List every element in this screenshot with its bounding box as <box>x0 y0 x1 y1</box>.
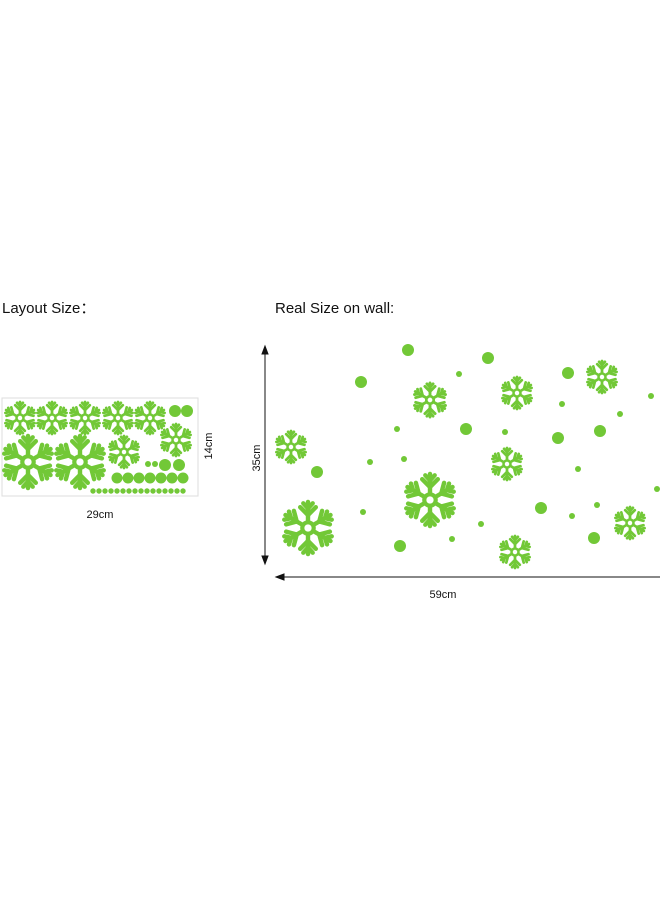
dot <box>562 367 574 379</box>
dot <box>174 488 180 494</box>
dot <box>108 488 114 494</box>
dot <box>654 486 660 492</box>
dot <box>169 405 181 417</box>
dot <box>156 488 162 494</box>
snowflake <box>413 383 448 417</box>
dot <box>126 488 132 494</box>
dot <box>355 376 367 388</box>
dot <box>360 509 366 515</box>
dot <box>594 502 600 508</box>
stickers <box>2 344 660 568</box>
wall-height-label: 35cm <box>251 445 263 472</box>
dot <box>617 411 623 417</box>
dot <box>181 405 193 417</box>
dot <box>122 472 134 484</box>
height-arrow-heads <box>261 344 269 566</box>
dot <box>144 488 150 494</box>
dot <box>535 502 547 514</box>
dot <box>111 472 123 484</box>
dot <box>559 401 565 407</box>
dot <box>173 459 185 471</box>
dot <box>132 488 138 494</box>
dot <box>569 513 575 519</box>
dot <box>401 456 407 462</box>
dot <box>177 472 189 484</box>
dot <box>482 352 494 364</box>
dot <box>648 393 654 399</box>
dot <box>478 521 484 527</box>
dot <box>120 488 126 494</box>
dot <box>594 425 606 437</box>
dot <box>144 472 156 484</box>
dot <box>575 466 581 472</box>
snowflake <box>586 361 619 393</box>
wall-title: Real Size on wall: <box>275 300 394 317</box>
wall-width-label: 59cm <box>430 589 457 601</box>
dot <box>145 461 151 467</box>
layout-height-label: 14cm <box>203 433 215 460</box>
snowflake <box>499 536 532 568</box>
layout-title: Layout Size： <box>2 300 95 317</box>
dot <box>90 488 96 494</box>
snowflake <box>501 377 534 409</box>
dot <box>502 429 508 435</box>
dot <box>138 488 144 494</box>
dot <box>133 472 145 484</box>
snowflake <box>275 431 308 463</box>
dot <box>102 488 108 494</box>
dot <box>159 459 171 471</box>
snowflake <box>404 474 457 526</box>
dot <box>152 461 158 467</box>
dot <box>96 488 102 494</box>
dot <box>394 540 406 552</box>
dot <box>588 532 600 544</box>
dot <box>552 432 564 444</box>
dot <box>155 472 167 484</box>
dot <box>394 426 400 432</box>
dot <box>367 459 373 465</box>
width-arrow-head <box>274 573 285 581</box>
dot <box>460 423 472 435</box>
layout-width-label: 29cm <box>87 509 114 521</box>
snowflake <box>491 448 524 480</box>
dot <box>150 488 156 494</box>
dot <box>180 488 186 494</box>
dot <box>114 488 120 494</box>
dot <box>456 371 462 377</box>
dot <box>166 472 178 484</box>
dot <box>311 466 323 478</box>
dot <box>162 488 168 494</box>
dot <box>449 536 455 542</box>
dot <box>402 344 414 356</box>
snowflake <box>614 507 647 539</box>
snowflake <box>282 502 335 554</box>
dot <box>168 488 174 494</box>
dimension-arrows <box>261 344 660 581</box>
